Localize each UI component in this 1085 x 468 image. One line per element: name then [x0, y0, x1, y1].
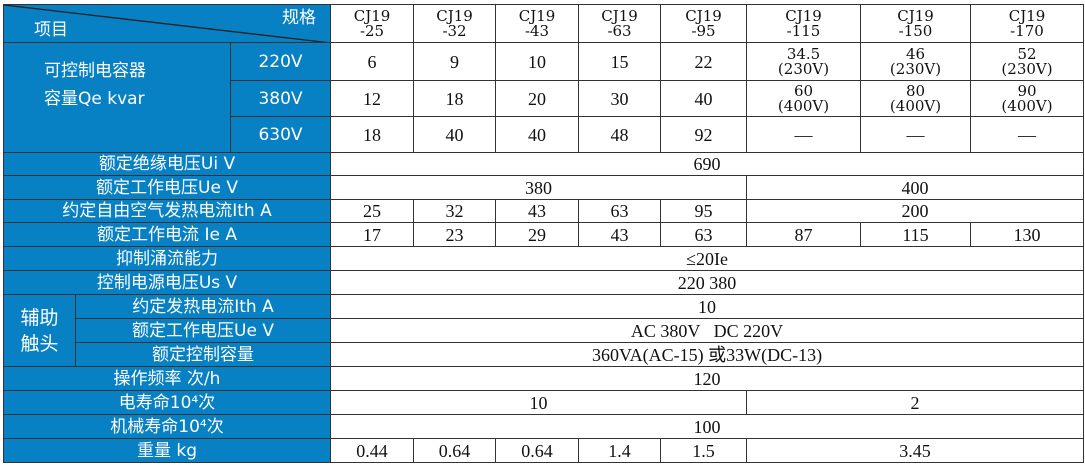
row-label: 额定工作电流 Ie A [2, 222, 332, 247]
cell: 18 [413, 80, 497, 117]
model-header: CJ19 -150 [860, 4, 972, 43]
cell: 690 [330, 152, 1085, 176]
cell: 23 [413, 222, 497, 247]
cell: 40 [495, 116, 580, 153]
cell: ≤20Ie [330, 246, 1085, 271]
cell: — [970, 116, 1085, 153]
row-label: 控制电源电压Us V [2, 270, 332, 295]
cell: 25 [330, 199, 415, 223]
row-label: 额定工作电压Ue V [2, 175, 332, 200]
model-header: CJ19 -95 [660, 4, 748, 43]
cell: 29 [495, 222, 580, 247]
cell: 95 [660, 199, 748, 223]
cell: 40 [660, 80, 748, 117]
model-header: CJ19 -32 [413, 4, 497, 43]
cell: 2 [746, 390, 1085, 415]
cell: 80 (400V) [860, 80, 972, 117]
row-label: 约定发热电流Ith A [74, 294, 332, 319]
voltage-630: 630V [229, 116, 332, 153]
row-label: 约定自由空气发热电流Ith A [2, 199, 332, 223]
cell: 100 [330, 414, 1085, 439]
cell: 63 [660, 222, 748, 247]
capacitor-label-2: 容量Qe kvar [44, 89, 145, 109]
cell: 10 [495, 42, 580, 81]
cell: 10 [330, 390, 748, 415]
cell: 0.64 [413, 438, 497, 463]
row-label: 额定绝缘电压Ui V [2, 152, 332, 176]
cell: 46 (230V) [860, 42, 972, 81]
cell: 18 [330, 116, 415, 153]
row-label: 重量 kg [2, 438, 332, 463]
cell: 200 [746, 199, 1085, 223]
cell: 87 [746, 222, 862, 247]
row-label: 额定控制容量 [74, 342, 332, 367]
cell: 6 [330, 42, 415, 81]
cell: 22 [660, 42, 748, 81]
cell: 48 [578, 116, 662, 153]
aux-contact-label: 辅助 触头 [3, 294, 76, 367]
model-header: CJ19 -170 [970, 4, 1085, 43]
cell: 3.45 [746, 438, 1085, 463]
row-label: 操作频率 次/h [2, 366, 332, 391]
cell: 130 [970, 222, 1085, 247]
cell: 360VA(AC-15) 或33W(DC-13) [330, 342, 1085, 367]
cell: — [860, 116, 972, 153]
cell: 40 [413, 116, 497, 153]
cell: 12 [330, 80, 415, 117]
cell: 400 [746, 175, 1085, 200]
voltage-220: 220V [229, 42, 332, 81]
item-label: 项目 [34, 20, 68, 40]
cell: 52 (230V) [970, 42, 1085, 81]
cell: 20 [495, 80, 580, 117]
cell: 17 [330, 222, 415, 247]
model-header: CJ19 -25 [330, 4, 415, 43]
capacitor-label-1: 可控制电容器 [44, 61, 146, 81]
cell: 15 [578, 42, 662, 81]
cell: 60 (400V) [746, 80, 862, 117]
cell: 380 [330, 175, 748, 200]
cell: 30 [578, 80, 662, 117]
cell: 43 [495, 199, 580, 223]
cell: 220 380 [330, 270, 1085, 295]
cell: AC 380V DC 220V [330, 318, 1085, 343]
spec-label: 规格 [282, 8, 317, 28]
model-header: CJ19 -43 [495, 4, 580, 43]
cell: 1.4 [578, 438, 662, 463]
voltage-380: 380V [229, 80, 332, 117]
cell: 43 [578, 222, 662, 247]
cell: 92 [660, 116, 748, 153]
cell: 10 [330, 294, 1085, 319]
cell: 0.64 [495, 438, 580, 463]
row-label: 机械寿命10⁴次 [2, 414, 332, 439]
cell: 0.44 [330, 438, 415, 463]
header-corner: 规格项目 [2, 4, 332, 43]
cell: 90 (400V) [970, 80, 1085, 117]
cell: 115 [860, 222, 972, 247]
cell: 1.5 [660, 438, 748, 463]
model-header: CJ19 -115 [746, 4, 862, 43]
capacitor-label: 可控制电容器 容量Qe kvar [3, 42, 231, 153]
cell: 9 [413, 42, 497, 81]
model-header: CJ19 -63 [578, 4, 662, 43]
cell: — [746, 116, 862, 153]
row-label: 电寿命10⁴次 [2, 390, 332, 415]
cell: 32 [413, 199, 497, 223]
row-label: 额定工作电压Ue V [74, 318, 332, 343]
row-label: 抑制涌流能力 [2, 246, 332, 271]
cell: 63 [578, 199, 662, 223]
cell: 34.5 (230V) [746, 42, 862, 81]
cell: 120 [330, 366, 1085, 391]
spec-table: 规格项目 CJ19 -25 CJ19 -32 CJ19 -43 CJ19 -63… [2, 4, 1085, 463]
